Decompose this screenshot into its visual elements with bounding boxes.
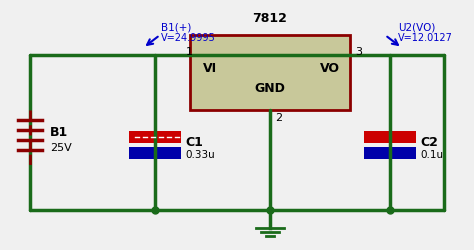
Text: V=12.0127: V=12.0127 bbox=[398, 33, 453, 43]
Bar bbox=[364, 131, 416, 143]
Bar bbox=[364, 147, 416, 159]
Text: C1: C1 bbox=[185, 136, 203, 149]
Text: VO: VO bbox=[320, 62, 340, 74]
Text: 2: 2 bbox=[275, 113, 282, 123]
Text: VI: VI bbox=[203, 62, 217, 74]
Text: 1: 1 bbox=[186, 47, 193, 57]
Text: V=24.9995: V=24.9995 bbox=[161, 33, 216, 43]
Text: GND: GND bbox=[255, 82, 285, 94]
Text: 0.33u: 0.33u bbox=[185, 150, 215, 160]
Bar bbox=[129, 147, 181, 159]
Text: 0.1u: 0.1u bbox=[420, 150, 443, 160]
Bar bbox=[190, 35, 350, 110]
Text: B1: B1 bbox=[50, 126, 68, 140]
Bar bbox=[129, 131, 181, 143]
Text: C2: C2 bbox=[420, 136, 438, 149]
Text: 25V: 25V bbox=[50, 143, 72, 153]
Text: U2(VO): U2(VO) bbox=[398, 23, 436, 33]
Text: B1(+): B1(+) bbox=[161, 23, 191, 33]
Text: 3: 3 bbox=[355, 47, 362, 57]
Text: 7812: 7812 bbox=[253, 12, 287, 25]
